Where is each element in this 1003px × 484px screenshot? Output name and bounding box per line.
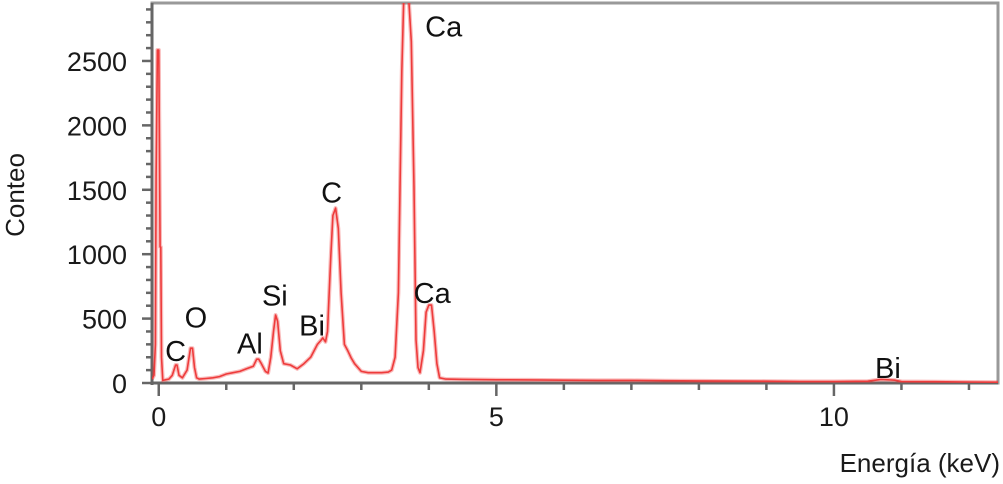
y-axis-title: Conteo (0, 153, 30, 237)
peak-label-si: Si (262, 281, 288, 313)
peak-label-ca: Ca (414, 278, 452, 310)
peak-label-c: C (321, 178, 342, 210)
y-tick-label: 2500 (67, 47, 127, 77)
peak-label-c: C (165, 336, 186, 368)
y-tick-label: 1000 (67, 240, 127, 270)
y-tick-label: 500 (82, 305, 127, 335)
peak-label-o: O (185, 303, 208, 335)
y-tick-label: 2000 (67, 111, 127, 141)
x-tick-label: 0 (151, 402, 166, 432)
y-tick-label: 0 (112, 369, 127, 399)
x-axis-title: Energía (keV) (840, 448, 1000, 478)
spectrum-line (152, 3, 998, 383)
peak-label-al: Al (237, 328, 263, 360)
y-tick-label: 1500 (67, 176, 127, 206)
x-tick-label: 5 (489, 402, 504, 432)
peak-label-bi: Bi (875, 353, 901, 385)
peak-label-ca: Ca (425, 11, 463, 43)
spectrum-line-halo (152, 3, 998, 383)
x-tick-label: 10 (819, 402, 849, 432)
peak-label-bi: Bi (299, 310, 325, 342)
